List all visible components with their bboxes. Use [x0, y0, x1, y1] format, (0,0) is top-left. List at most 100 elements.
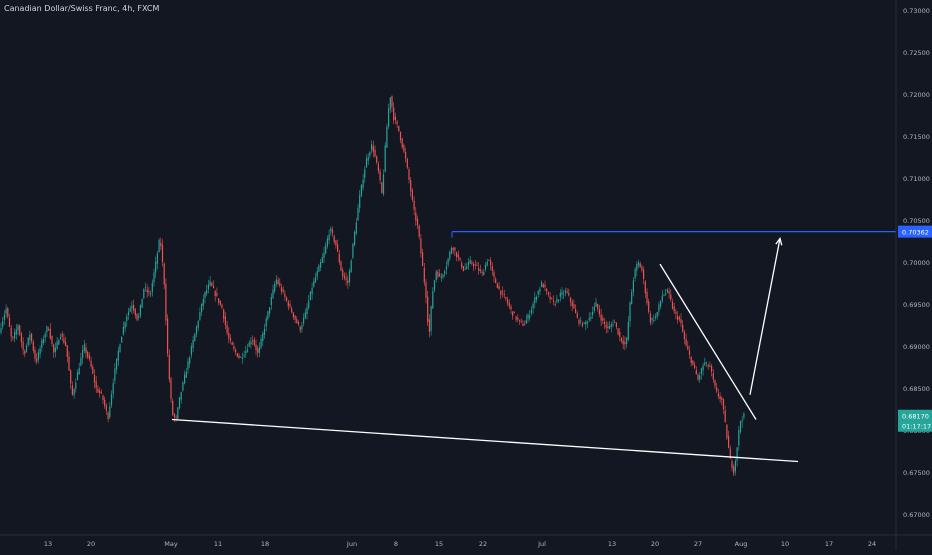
candle-body	[665, 293, 667, 295]
candle-body	[377, 163, 379, 172]
candle-body	[498, 285, 500, 290]
candles-layer	[0, 95, 745, 477]
projection-arrow[interactable]	[749, 238, 781, 395]
candle-body	[255, 344, 257, 351]
candle-body	[27, 337, 29, 345]
candle-body	[462, 266, 464, 271]
candle-body	[661, 295, 663, 301]
candle-body	[660, 300, 662, 307]
candle-body	[275, 279, 277, 285]
candle-body	[314, 277, 317, 283]
candle-body	[575, 309, 577, 314]
candle-body	[270, 297, 272, 306]
y-tick-label: 0.70500	[903, 217, 930, 225]
candle-body	[593, 306, 595, 311]
candle-body	[87, 351, 89, 357]
candle-body	[104, 399, 106, 406]
x-tick-label: 24	[868, 540, 876, 548]
candle-body	[90, 360, 92, 367]
candle-body	[340, 261, 342, 271]
candle-body	[248, 342, 250, 347]
candle-body	[260, 339, 262, 348]
candle-body	[284, 293, 286, 298]
candle-body	[277, 279, 279, 284]
candle-body	[643, 269, 645, 279]
candle-body	[148, 291, 150, 293]
candle-body	[286, 297, 288, 301]
candle-body	[308, 300, 310, 309]
y-tick-label: 0.69000	[903, 343, 930, 351]
y-tick-label: 0.72500	[903, 49, 930, 57]
candle-body	[347, 280, 349, 283]
candle-body	[369, 152, 371, 156]
candle-body	[666, 289, 668, 292]
trendline[interactable]	[659, 263, 757, 420]
candle-body	[411, 190, 413, 200]
candle-body	[301, 325, 303, 330]
candle-body	[365, 158, 368, 168]
candle-body	[534, 297, 536, 304]
candle-body	[648, 301, 650, 312]
candle-body	[535, 296, 538, 300]
candle-body	[228, 333, 230, 339]
candle-body	[654, 316, 657, 318]
candle-body	[5, 308, 7, 314]
candle-body	[163, 263, 165, 285]
candle-body	[19, 325, 21, 335]
candle-body	[428, 319, 430, 332]
candle-body	[192, 340, 194, 348]
candle-body	[257, 348, 259, 353]
candle-body	[515, 316, 517, 320]
candle-body	[437, 271, 439, 277]
candle-body	[218, 298, 220, 303]
candle-body	[165, 283, 167, 321]
candle-body	[469, 260, 471, 264]
candle-body	[634, 269, 636, 279]
candle-body	[481, 271, 483, 273]
candle-body	[70, 370, 72, 384]
candle-body	[527, 314, 529, 320]
candle-body	[112, 383, 114, 394]
candle-body	[127, 311, 130, 316]
candle-body	[501, 291, 504, 293]
candle-body	[641, 266, 643, 271]
candle-body	[695, 369, 697, 375]
candle-body	[362, 179, 364, 188]
candle-body	[150, 293, 152, 295]
candle-body	[279, 282, 281, 286]
candle-body	[585, 321, 587, 325]
candle-body	[590, 317, 592, 319]
candle-body	[354, 231, 356, 245]
candle-body	[265, 318, 267, 327]
candle-body	[444, 271, 446, 274]
x-tick-label: Jun	[346, 540, 357, 548]
candle-body	[646, 291, 648, 304]
candle-body	[733, 466, 735, 474]
candle-body	[185, 371, 187, 378]
candle-body	[697, 374, 699, 380]
candle-body	[190, 346, 192, 355]
candle-body	[422, 252, 424, 267]
x-tick-label: 18	[261, 540, 269, 548]
candle-body	[544, 284, 546, 288]
candle-body	[705, 362, 708, 363]
candle-body	[425, 282, 427, 298]
candle-body	[119, 344, 121, 353]
candle-body	[173, 414, 175, 417]
candle-body	[337, 244, 339, 252]
candle-body	[454, 247, 456, 251]
candle-body	[513, 312, 515, 314]
candle-body	[110, 394, 113, 406]
candle-body	[202, 299, 204, 306]
candle-body	[724, 410, 726, 422]
candle-body	[512, 311, 514, 316]
candle-body	[391, 96, 393, 107]
candle-body	[734, 461, 736, 472]
candle-body	[168, 354, 170, 380]
trendline[interactable]	[171, 418, 799, 463]
candle-body	[51, 336, 53, 344]
candle-body	[702, 365, 704, 371]
y-tick-label: 0.71000	[903, 175, 930, 183]
